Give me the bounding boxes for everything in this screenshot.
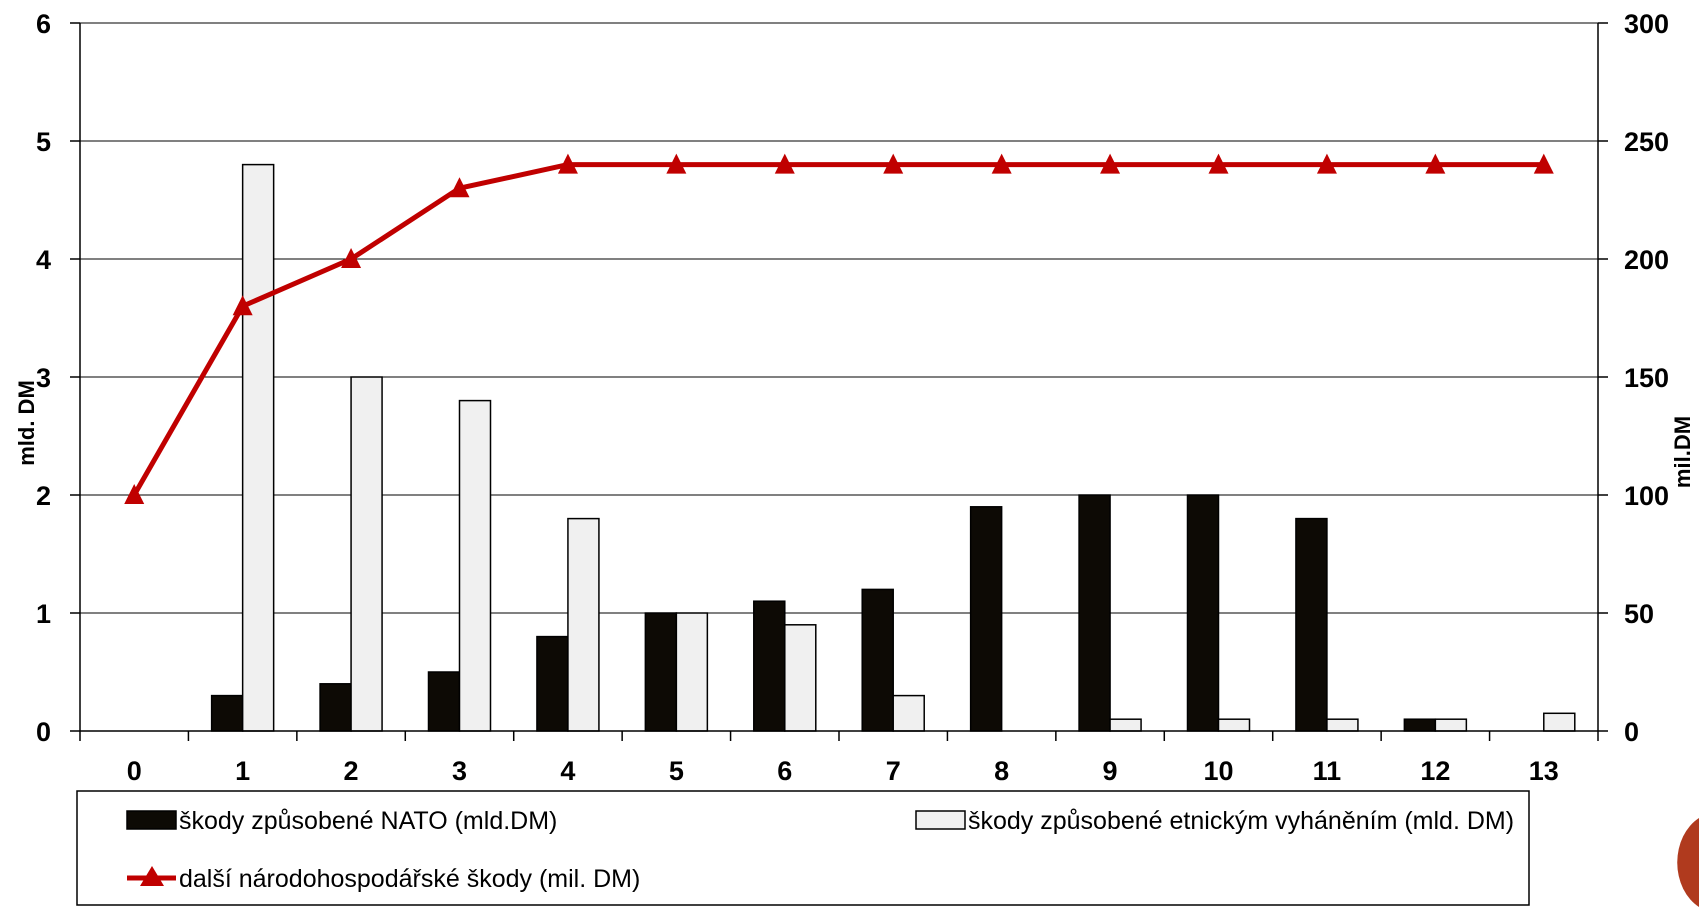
bar-s0-9 (1078, 494, 1111, 732)
bar-s0-1 (210, 694, 244, 732)
bar-s0-12 (1403, 718, 1437, 732)
bar-s1-3 (458, 399, 492, 732)
bar-s0-5 (644, 612, 678, 732)
bar-s0-7 (861, 588, 894, 732)
line-marker-13 (1533, 153, 1554, 174)
tick-labels: 0 1 2 3 4 5 6 7 8 9 10 11 12 130123456050100150200250… (36, 9, 1669, 786)
line-marker-11 (1316, 153, 1337, 174)
x-tick-label-4: 4 (560, 756, 575, 786)
bar-s0-4 (536, 635, 569, 732)
x-tick-label-11: 11 (1313, 756, 1342, 786)
x-tick-label-10: 10 (1203, 756, 1233, 786)
gridlines (80, 22, 1598, 614)
x-tick-label-3: 3 (452, 756, 467, 786)
bar-s1-9 (1109, 718, 1142, 732)
y2-tick-label-100: 100 (1624, 481, 1669, 511)
bar-s1-2 (350, 376, 383, 732)
y-tick-label-1: 1 (36, 599, 51, 629)
legend-box (76, 790, 1530, 906)
line-marker-0 (124, 484, 145, 504)
y-tick-label-6: 6 (36, 9, 51, 39)
legend-swatch-ethnic (915, 810, 966, 830)
bar-s0-2 (319, 683, 352, 732)
line-series-economic (132, 162, 1544, 497)
x-tick-label-2: 2 (344, 756, 359, 786)
y-tick-label-0: 0 (36, 717, 51, 747)
legend-label-economic: další národohospodářské škody (mil. DM) (179, 865, 640, 893)
line-marker-3 (449, 177, 470, 198)
y2-tick-label-0: 0 (1624, 717, 1639, 747)
y-tick-label-5: 5 (36, 127, 51, 157)
x-tick-label-9: 9 (1103, 756, 1118, 786)
line-marker-2 (341, 248, 362, 268)
x-tick-label-1: 1 (235, 756, 250, 786)
legend-label-ethnic: škody způsobené etnickým vyháněním (mld.… (968, 807, 1514, 835)
bar-s0-6 (753, 600, 786, 732)
x-tick-label-6: 6 (777, 756, 792, 786)
line-marker-5 (666, 153, 687, 174)
line-marker-10 (1208, 153, 1229, 174)
line-marker-9 (1100, 153, 1121, 174)
bar-s1-12 (1434, 718, 1468, 732)
y-axis-title: mld. DM (14, 380, 39, 466)
x-tick-label-8: 8 (994, 756, 1009, 786)
bars (210, 163, 1576, 732)
y2-tick-label-300: 300 (1624, 9, 1669, 39)
y2-tick-label-150: 150 (1624, 363, 1669, 393)
y2-tick-label-50: 50 (1624, 599, 1654, 629)
y-tick-label-3: 3 (36, 363, 51, 393)
legend-swatch-nato (126, 810, 177, 830)
line-marker-8 (991, 153, 1012, 174)
y-tick-label-4: 4 (36, 245, 51, 275)
bar-s0-8 (969, 506, 1003, 732)
y-tick-label-2: 2 (36, 481, 51, 511)
legend: škody způsobené NATO (mld.DM) škody způs… (76, 790, 1530, 906)
bar-s0-10 (1186, 494, 1220, 732)
line-marker-4 (557, 153, 578, 174)
bar-s1-1 (241, 163, 275, 732)
y2-tick-label-200: 200 (1624, 245, 1669, 275)
bar-s1-11 (1326, 718, 1359, 732)
bar-s1-7 (892, 694, 925, 732)
y2-tick-label-250: 250 (1624, 127, 1669, 157)
bar-s1-4 (567, 517, 600, 732)
line-marker-12 (1425, 153, 1446, 174)
y2-axis-title: mil.DM (1670, 416, 1695, 488)
line-marker-6 (774, 153, 795, 174)
axes (70, 22, 1608, 741)
bar-s0-3 (427, 671, 461, 732)
x-tick-label-13: 13 (1529, 756, 1559, 786)
bar-s0-11 (1295, 517, 1328, 732)
line-series (124, 153, 1554, 504)
slide-corner-decoration (1677, 818, 1699, 907)
line-marker-7 (883, 153, 904, 174)
legend-swatch-marker (140, 866, 164, 886)
x-tick-label-7: 7 (886, 756, 901, 786)
bar-s1-5 (675, 612, 709, 732)
legend-label-nato: škody způsobené NATO (mld.DM) (179, 807, 557, 835)
bar-s1-10 (1217, 718, 1251, 732)
bar-s1-6 (784, 624, 817, 732)
bar-s1-13 (1543, 712, 1576, 732)
line-marker-1 (232, 295, 253, 316)
x-tick-label-0: 0 (127, 756, 142, 786)
x-tick-label-5: 5 (669, 756, 684, 786)
x-tick-label-12: 12 (1420, 756, 1450, 786)
